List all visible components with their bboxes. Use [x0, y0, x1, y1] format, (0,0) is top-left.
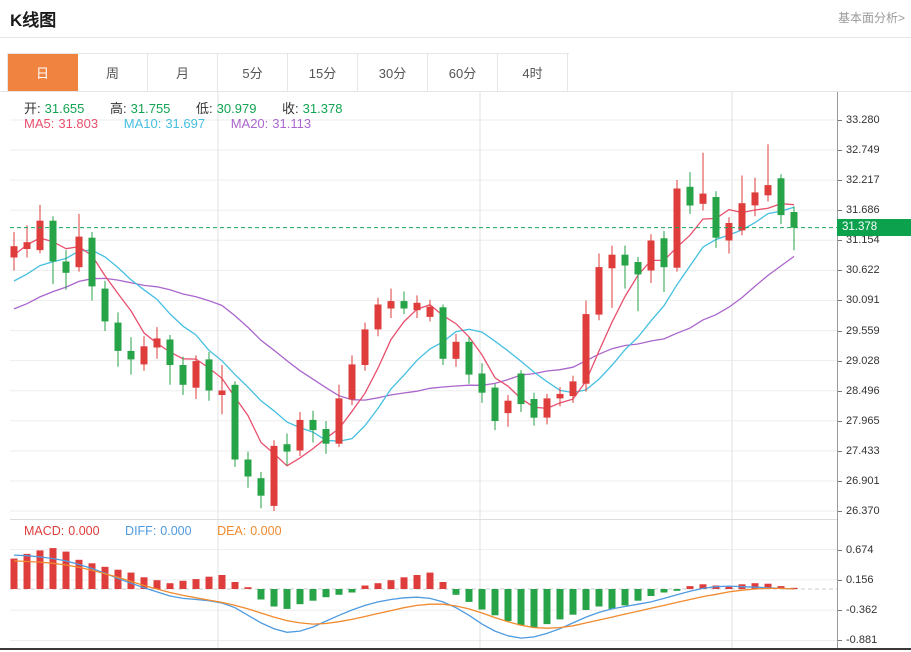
- fundamental-analysis-link[interactable]: 基本面分析>: [837, 11, 905, 25]
- tab-4hour[interactable]: 4时: [498, 54, 568, 91]
- header-divider: [0, 37, 911, 38]
- y-axis-tick: [838, 391, 842, 392]
- y-axis-tick: [838, 481, 842, 482]
- tab-30min[interactable]: 30分: [358, 54, 428, 91]
- ma20-value: 31.113: [272, 116, 312, 131]
- y-axis-tick: [838, 300, 842, 301]
- y-axis: 33.280 32.749 32.217 31.686 31.154 30.622 30.0…: [837, 92, 911, 650]
- y-axis-tick: [838, 421, 842, 422]
- high-label: 高:: [110, 101, 127, 116]
- tab-monthly[interactable]: 月: [148, 54, 218, 91]
- ohlc-readout: 开: 31.655 高: 31.755 低: 30.979 收: 31.378: [24, 98, 346, 117]
- close-value: 31.378: [302, 101, 343, 116]
- y-axis-label: 32.217: [846, 174, 880, 186]
- ma5-label: MA5:: [24, 116, 55, 131]
- price-pane-chart[interactable]: [10, 92, 837, 520]
- y-axis-label: 28.496: [846, 385, 880, 397]
- y-axis-label: 30.091: [846, 294, 880, 306]
- y-axis-tick: [838, 120, 842, 121]
- period-tabs: 日 周 月 5分 15分 30分 60分 4时: [7, 53, 569, 91]
- ma-readout: MA5: 31.803 MA10: 31.697 MA20: 31.113: [24, 116, 315, 131]
- y-axis-label: 27.965: [846, 415, 880, 427]
- y-axis-tick: [838, 210, 842, 211]
- y-axis-tick: [838, 331, 842, 332]
- y-axis-label: 32.749: [846, 144, 880, 156]
- tab-60min[interactable]: 60分: [428, 54, 498, 91]
- macd-pane-chart[interactable]: [10, 520, 837, 650]
- tab-weekly[interactable]: 周: [78, 54, 148, 91]
- chart-bottom-border: [0, 648, 911, 650]
- open-value: 31.655: [44, 101, 85, 116]
- y-axis-tick: [838, 511, 842, 512]
- y-axis-tick: [838, 580, 842, 581]
- dea-label: DEA:: [217, 524, 247, 538]
- y-axis-label: 0.674: [846, 544, 874, 556]
- y-axis-label: 31.686: [846, 204, 880, 216]
- y-axis-tick: [838, 150, 842, 151]
- open-label: 开:: [24, 101, 41, 116]
- diff-label: DIFF:: [125, 524, 157, 538]
- y-axis-tick: [838, 640, 842, 641]
- y-axis-label: -0.362: [846, 604, 878, 616]
- y-axis-tick: [838, 361, 842, 362]
- low-label: 低:: [196, 101, 213, 116]
- dea-value: 0.000: [250, 524, 282, 538]
- low-value: 30.979: [216, 101, 257, 116]
- y-axis-label: 31.154: [846, 234, 880, 246]
- y-axis-label: 0.156: [846, 574, 874, 586]
- ma20-label: MA20:: [230, 116, 269, 131]
- y-axis-tick: [838, 610, 842, 611]
- y-axis-tick: [838, 451, 842, 452]
- tab-5min[interactable]: 5分: [218, 54, 288, 91]
- ma10-label: MA10:: [123, 116, 162, 131]
- y-axis-tick: [838, 240, 842, 241]
- tab-15min[interactable]: 15分: [288, 54, 358, 91]
- ma10-value: 31.697: [165, 116, 206, 131]
- y-axis-label: 29.028: [846, 355, 880, 367]
- y-axis-label: 26.370: [846, 505, 880, 517]
- y-axis-label: -0.881: [846, 634, 878, 646]
- y-axis-label: 26.901: [846, 475, 880, 487]
- close-label: 收:: [282, 101, 299, 116]
- tab-daily[interactable]: 日: [8, 54, 78, 91]
- current-price-badge: 31.378: [837, 219, 911, 236]
- y-axis-label: 29.559: [846, 325, 880, 337]
- period-tabstrip: 日 周 月 5分 15分 30分 60分 4时: [0, 53, 911, 92]
- high-value: 31.755: [130, 101, 171, 116]
- macd-label: MACD:: [24, 524, 65, 538]
- y-axis-tick: [838, 270, 842, 271]
- page-title: K线图: [10, 11, 57, 30]
- y-axis-label: 27.433: [846, 445, 880, 457]
- y-axis-label: 33.280: [846, 114, 880, 126]
- y-axis-tick: [838, 550, 842, 551]
- diff-value: 0.000: [160, 524, 192, 538]
- y-axis-tick: [838, 180, 842, 181]
- macd-readout: MACD: 0.000 DIFF: 0.000 DEA: 0.000: [24, 524, 286, 538]
- ma5-value: 31.803: [58, 116, 99, 131]
- y-axis-label: 30.622: [846, 264, 880, 276]
- macd-value: 0.000: [68, 524, 100, 538]
